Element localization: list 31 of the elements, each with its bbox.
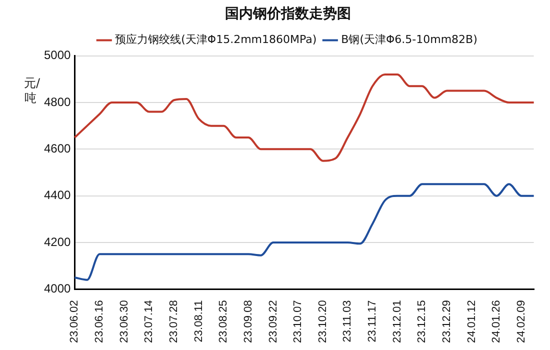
x-tick-label: 23.08.25 — [218, 300, 230, 344]
x-tick-label: 23.12.29 — [440, 300, 453, 344]
x-tick-label: 24.01.26 — [490, 300, 503, 344]
x-tick-label: 23.06.16 — [94, 300, 106, 344]
legend-label: 预应力钢绞线(天津Φ15.2mm1860MPa) — [115, 33, 317, 46]
x-tick-label: 23.12.01 — [391, 300, 404, 344]
chart-title: 国内钢价指数走势图 — [225, 6, 351, 22]
x-tick-label: 23.09.22 — [267, 300, 280, 344]
x-tick-label: 23.12.15 — [416, 300, 428, 344]
x-tick-label: 23.06.02 — [68, 300, 81, 344]
x-tick-label: 23.11.03 — [342, 300, 354, 342]
y-tick-label: 4400 — [44, 188, 72, 202]
x-tick-label: 23.11.17 — [366, 300, 379, 342]
y-tick-label: 4600 — [44, 141, 72, 156]
legend-label: B钢(天津Φ6.5-10mm82B) — [341, 33, 478, 46]
y-tick-label: 4000 — [44, 281, 72, 296]
x-tick-label: 23.09.08 — [242, 300, 254, 344]
x-tick-label: 24.01.12 — [466, 300, 478, 344]
line-series — [74, 73, 535, 162]
x-tick-label: 23.10.07 — [292, 300, 304, 344]
x-tick-label: 23.08.11 — [192, 300, 205, 342]
x-tick-label: 23.10.20 — [316, 300, 329, 344]
x-tick-label: 23.06.30 — [118, 300, 130, 344]
line-series — [74, 183, 535, 281]
x-tick-label: 24.02.09 — [515, 300, 528, 344]
y-tick-label: 4800 — [44, 94, 72, 109]
y-tick-label: 4200 — [44, 234, 72, 249]
x-tick-label: 23.07.14 — [143, 300, 156, 344]
y-axis-title: 元/吨 — [24, 76, 40, 106]
y-tick-label: 5000 — [44, 48, 72, 62]
x-tick-label: 23.07.28 — [168, 300, 180, 344]
